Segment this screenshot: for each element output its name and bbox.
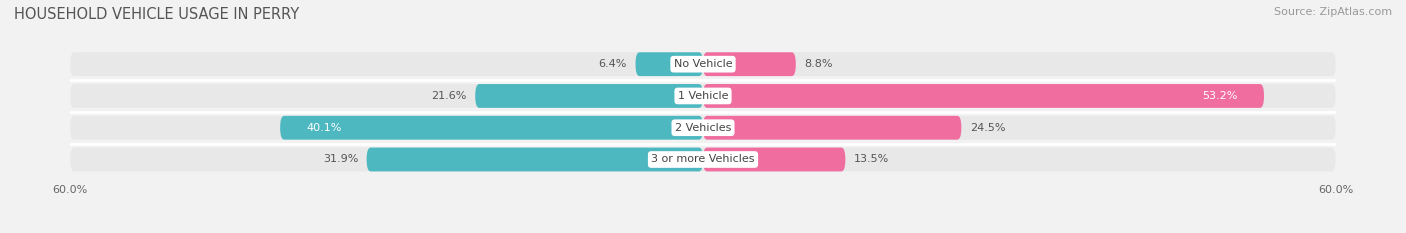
Text: 6.4%: 6.4% — [599, 59, 627, 69]
Text: 31.9%: 31.9% — [323, 154, 359, 164]
Text: 13.5%: 13.5% — [853, 154, 889, 164]
Legend: Owner-occupied, Renter-occupied: Owner-occupied, Renter-occupied — [586, 230, 820, 233]
Text: 24.5%: 24.5% — [970, 123, 1005, 133]
Text: Source: ZipAtlas.com: Source: ZipAtlas.com — [1274, 7, 1392, 17]
Text: 40.1%: 40.1% — [307, 123, 342, 133]
Text: 21.6%: 21.6% — [432, 91, 467, 101]
FancyBboxPatch shape — [70, 147, 1336, 171]
FancyBboxPatch shape — [636, 52, 703, 76]
FancyBboxPatch shape — [703, 147, 845, 171]
Text: 3 or more Vehicles: 3 or more Vehicles — [651, 154, 755, 164]
Text: 53.2%: 53.2% — [1202, 91, 1237, 101]
FancyBboxPatch shape — [280, 116, 703, 140]
FancyBboxPatch shape — [70, 52, 1336, 76]
FancyBboxPatch shape — [70, 84, 1336, 108]
Text: HOUSEHOLD VEHICLE USAGE IN PERRY: HOUSEHOLD VEHICLE USAGE IN PERRY — [14, 7, 299, 22]
FancyBboxPatch shape — [70, 116, 1336, 140]
FancyBboxPatch shape — [703, 52, 796, 76]
Text: No Vehicle: No Vehicle — [673, 59, 733, 69]
FancyBboxPatch shape — [475, 84, 703, 108]
Text: 8.8%: 8.8% — [804, 59, 832, 69]
FancyBboxPatch shape — [703, 84, 1264, 108]
FancyBboxPatch shape — [703, 116, 962, 140]
Text: 1 Vehicle: 1 Vehicle — [678, 91, 728, 101]
FancyBboxPatch shape — [367, 147, 703, 171]
Text: 2 Vehicles: 2 Vehicles — [675, 123, 731, 133]
